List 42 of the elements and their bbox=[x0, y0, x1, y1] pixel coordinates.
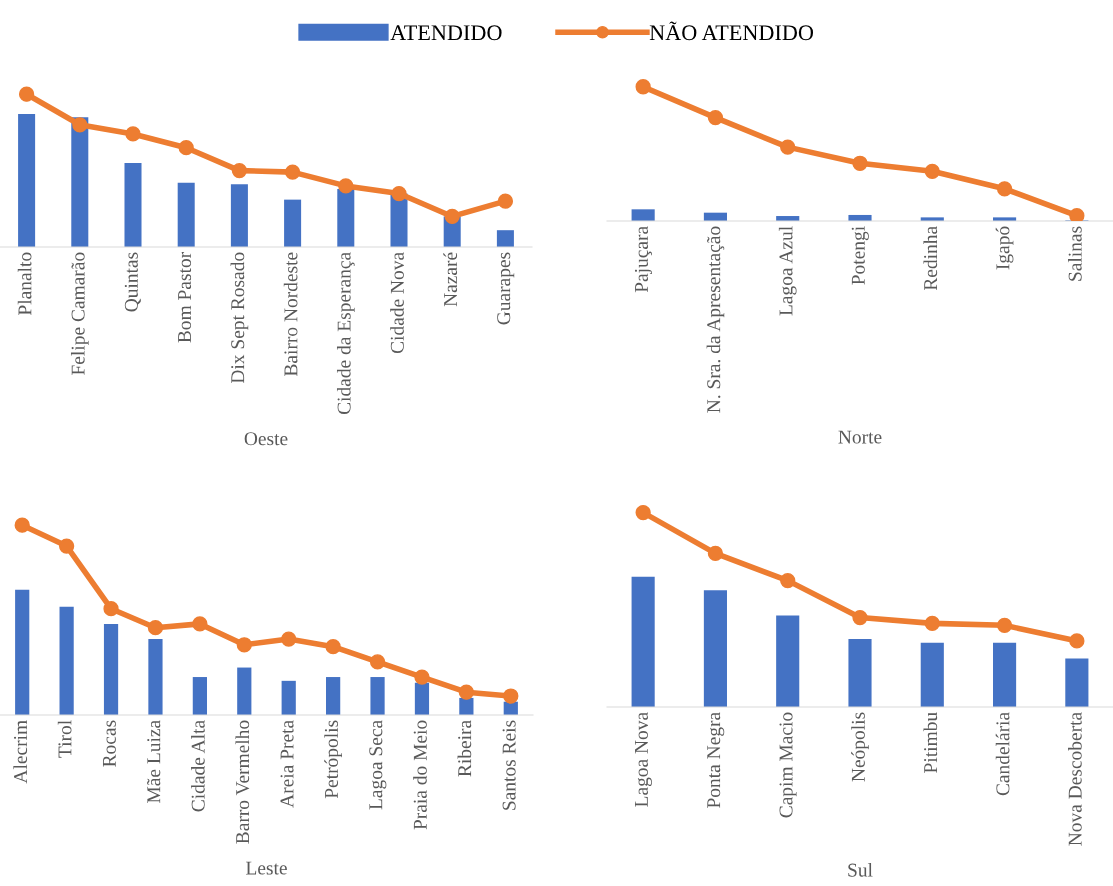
x-axis-title: Leste bbox=[246, 861, 287, 875]
x-tick-label: Tirol bbox=[57, 720, 72, 758]
x-tick-label: Quintas bbox=[124, 252, 141, 312]
x-tick-label: Pajuçara bbox=[634, 226, 652, 293]
legend-label: NÃO ATENDIDO bbox=[649, 21, 814, 41]
x-tick-label: Lagoa Azul bbox=[778, 226, 797, 316]
x-tick-label: Alecrim bbox=[13, 720, 28, 784]
x-tick-label: Capim Macio bbox=[779, 712, 797, 818]
x-tick-label: Praia do Meio bbox=[413, 720, 427, 830]
x-tick-label: Igapó bbox=[995, 226, 1014, 270]
x-tick-label: Santos Reis bbox=[502, 720, 516, 810]
x-tick-label: Barro Vermelho bbox=[235, 720, 250, 844]
x-tick-label: Mãe Luiza bbox=[147, 720, 161, 803]
x-axis-title: Sul bbox=[848, 862, 873, 877]
x-tick-label: Areia Preta bbox=[280, 720, 294, 808]
x-tick-label: Nazaré bbox=[443, 252, 458, 307]
x-axis-title: Norte bbox=[838, 430, 882, 444]
x-tick-label: Guarapes bbox=[497, 252, 515, 325]
x-tick-label: Ponta Negra bbox=[707, 712, 725, 808]
x-tick-label: Nova Descoberta bbox=[1068, 712, 1082, 846]
x-tick-label: Planalto bbox=[17, 252, 32, 316]
x-tick-label: Bom Pastor bbox=[178, 252, 192, 343]
legend-label: ATENDIDO bbox=[390, 25, 502, 41]
x-tick-label: Dix Sept Rosado bbox=[230, 252, 249, 384]
x-tick-label: Cidade Alta bbox=[191, 720, 205, 812]
x-tick-label: Neópolis bbox=[851, 712, 869, 782]
x-tick-label: Rocas bbox=[102, 720, 116, 767]
x-tick-label: Felipe Camarão bbox=[70, 252, 89, 375]
x-tick-label: Cidade Nova bbox=[390, 252, 404, 354]
x-tick-label: Salinas bbox=[1068, 226, 1082, 281]
x-tick-label: Cidade da Esperança bbox=[336, 252, 355, 415]
x-tick-label: N. Sra. da Apresentação bbox=[706, 226, 725, 413]
x-axis-title: Oeste bbox=[244, 432, 288, 446]
x-tick-label: Pitimbu bbox=[923, 712, 938, 773]
x-tick-label: Bairro Nordeste bbox=[283, 252, 298, 377]
x-tick-label: Candelária bbox=[995, 712, 1010, 796]
x-tick-label: Petrópolis bbox=[324, 720, 342, 799]
x-tick-label: Ribeira bbox=[457, 720, 472, 777]
x-tick-label: Lagoa Seca bbox=[369, 720, 387, 810]
x-tick-label: Lagoa Nova bbox=[635, 712, 652, 807]
x-tick-label: Potengi bbox=[851, 226, 869, 285]
x-tick-label: Redinha bbox=[923, 226, 938, 291]
